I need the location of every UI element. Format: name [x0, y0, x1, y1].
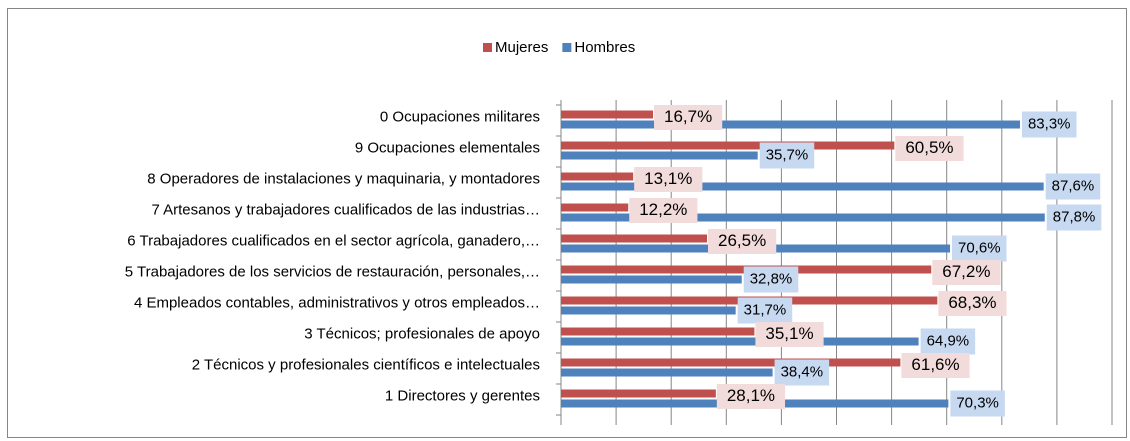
data-label: 61,6% [911, 355, 959, 374]
data-label-bg [743, 266, 799, 293]
data-label-bg [634, 167, 703, 192]
bar [561, 337, 919, 346]
bar [561, 368, 773, 377]
data-label: 70,3% [956, 394, 999, 411]
legend-label: Mujeres [495, 39, 548, 56]
y-tick-label: 4 Empleados contables, administrativos y… [134, 294, 540, 311]
data-label-bg [901, 353, 970, 378]
legend-label: Hombres [574, 39, 635, 56]
data-label-bg [774, 359, 830, 386]
data-label-bg [708, 229, 777, 254]
data-label: 70,6% [958, 239, 1001, 256]
bar [561, 141, 895, 150]
y-tick-label: 3 Técnicos; profesionales de apoyo [304, 325, 540, 342]
data-label-bg [952, 235, 1007, 262]
y-tick-label: 9 Ocupaciones elementales [355, 139, 540, 156]
data-label: 38,4% [781, 363, 824, 380]
data-label: 64,9% [927, 332, 970, 349]
bar [561, 120, 1020, 129]
y-tick-label: 6 Trabajadores cualificados en el sector… [127, 232, 540, 249]
legend-swatch [562, 43, 572, 52]
data-label: 32,8% [750, 270, 793, 287]
data-label: 35,7% [766, 146, 809, 163]
bar [561, 213, 1045, 222]
data-label: 83,3% [1028, 115, 1071, 132]
data-label-bg [920, 328, 976, 355]
data-label: 31,7% [744, 301, 787, 318]
data-label-bg [759, 142, 815, 169]
bar [561, 172, 634, 181]
data-label-bg [1021, 111, 1077, 138]
data-label-bg [629, 198, 698, 223]
y-tick-label: 0 Ocupaciones militares [380, 108, 540, 125]
bar [561, 275, 742, 284]
bar [561, 110, 654, 119]
data-label: 68,3% [948, 293, 996, 312]
data-label-bg [1045, 173, 1101, 200]
legend-swatch [483, 43, 492, 52]
y-tick-label: 1 Directores y gerentes [385, 387, 540, 404]
data-label: 28,1% [727, 386, 775, 405]
bar [561, 203, 629, 212]
bar [561, 182, 1044, 191]
data-label-bg [1046, 204, 1102, 231]
data-label-bg [654, 105, 723, 130]
y-tick-label: 8 Operadores de instalaciones y maquinar… [147, 170, 540, 187]
data-label: 35,1% [765, 324, 813, 343]
data-label: 87,8% [1053, 208, 1096, 225]
data-label-bg [932, 260, 1001, 285]
data-label: 60,5% [905, 138, 953, 157]
data-label-bg [716, 384, 786, 409]
y-tick-label: 7 Artesanos y trabajadores cualificados … [151, 201, 540, 218]
bar [561, 327, 755, 336]
data-label-bg [950, 390, 1005, 417]
y-tick-label: 2 Técnicos y profesionales científicos e… [192, 356, 540, 373]
bar [561, 389, 716, 398]
bar [561, 358, 901, 367]
data-label: 12,2% [639, 200, 687, 219]
data-label-bg [895, 136, 964, 161]
bar [561, 151, 758, 160]
bar [561, 234, 708, 243]
bar [561, 306, 736, 315]
data-label: 67,2% [942, 262, 990, 281]
data-label: 16,7% [664, 107, 712, 126]
data-label: 13,1% [644, 169, 692, 188]
y-tick-label: 5 Trabajadores de los servicios de resta… [125, 263, 540, 280]
data-label-bg [755, 322, 824, 347]
data-label: 87,6% [1052, 177, 1095, 194]
data-label-bg [938, 291, 1007, 316]
data-label-bg [737, 297, 793, 324]
data-label: 26,5% [718, 231, 766, 250]
